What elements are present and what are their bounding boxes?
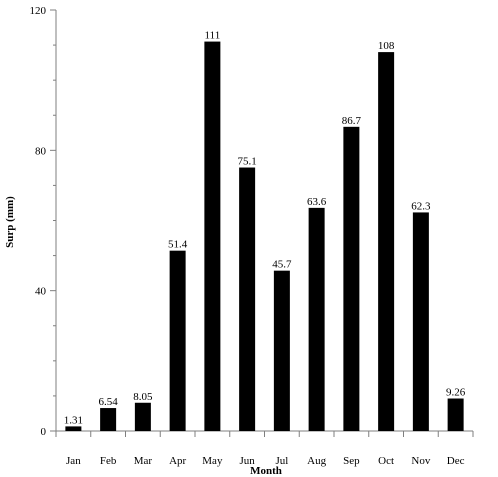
value-label-may: 111 — [205, 30, 221, 42]
value-label-jan: 1.31 — [64, 414, 83, 426]
y-tick-label: 0 — [41, 426, 47, 438]
x-tick-label: Mar — [134, 455, 153, 467]
value-label-aug: 63.6 — [307, 196, 327, 208]
x-axis-title: Month — [250, 465, 282, 477]
bar-oct — [378, 52, 395, 431]
y-tick-label: 80 — [35, 145, 47, 157]
x-tick-label: Aug — [307, 455, 326, 467]
data-labels: 1.31 6.54 8.05 51.4 111 75.1 45.7 63.6 86.7 108 62… — [64, 30, 466, 427]
x-tick-label: Feb — [100, 455, 117, 467]
value-label-dec: 9.26 — [446, 387, 466, 399]
bar-jun — [239, 167, 256, 431]
value-label-nov: 62.3 — [411, 200, 431, 212]
x-tick-label: Oct — [378, 455, 394, 467]
bar-feb — [100, 408, 117, 431]
value-label-oct: 108 — [378, 40, 395, 52]
x-tick-label: Dec — [447, 455, 465, 467]
value-label-apr: 51.4 — [168, 239, 188, 251]
x-tick-label: Apr — [169, 455, 186, 467]
y-axis: 0 40 80 120 — [30, 5, 57, 438]
bar-nov — [412, 212, 429, 431]
bar-mar — [134, 402, 151, 431]
bar-may — [204, 41, 221, 431]
x-tick-label: Jun — [239, 455, 255, 467]
value-label-feb: 6.54 — [99, 396, 119, 408]
value-label-jul: 45.7 — [272, 259, 292, 271]
x-tick-label: Jul — [275, 455, 288, 467]
x-tick-label: Nov — [411, 455, 430, 467]
bar-jul — [273, 270, 290, 431]
bars — [65, 41, 464, 431]
bar-jan — [65, 426, 82, 431]
bar-apr — [169, 250, 186, 431]
x-tick-label: Jan — [66, 455, 81, 467]
x-axis: Jan Feb Mar Apr May Jun Jul Aug Sep Oct Nov Dec — [55, 430, 474, 467]
bar-aug — [308, 207, 325, 431]
x-tick-label: Sep — [343, 455, 360, 467]
value-label-mar: 8.05 — [133, 391, 153, 403]
bar-dec — [447, 398, 464, 431]
bar-sep — [343, 126, 360, 431]
value-label-sep: 86.7 — [342, 115, 362, 127]
y-axis-title: Surp (mm) — [4, 196, 16, 248]
y-tick-label: 40 — [35, 286, 47, 298]
value-label-jun: 75.1 — [238, 156, 257, 168]
y-tick-label: 120 — [30, 5, 47, 17]
x-tick-label: May — [202, 455, 223, 467]
